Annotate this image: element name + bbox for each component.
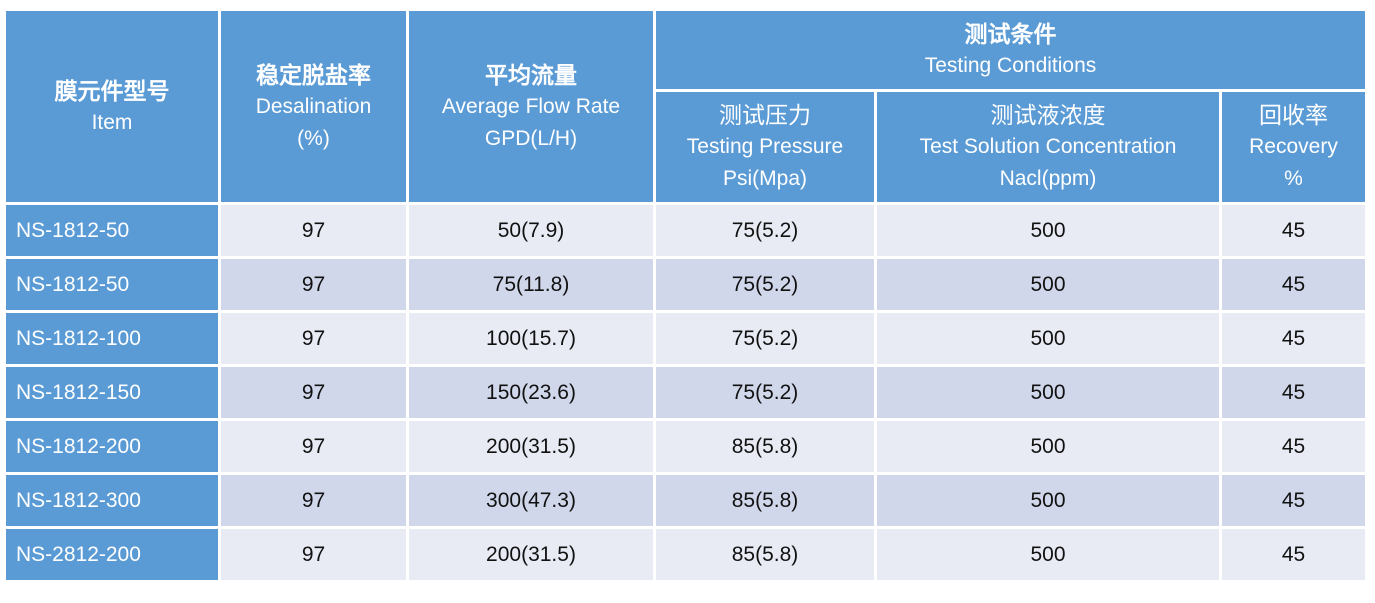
cell-pressure: 75(5.2) <box>656 367 874 418</box>
cell-desalination: 97 <box>221 529 406 580</box>
table-header: 膜元件型号 Item 稳定脱盐率 Desalination (%) 平均流量 A… <box>6 11 1365 202</box>
header-concentration-zh: 测试液浓度 <box>990 102 1106 128</box>
table-row: NS-1812-300 97 300(47.3) 85(5.8) 500 45 <box>6 475 1365 526</box>
cell-recovery: 45 <box>1222 205 1365 256</box>
cell-recovery: 45 <box>1222 259 1365 310</box>
header-flow: 平均流量 Average Flow Rate GPD(L/H) <box>409 11 653 202</box>
spec-table: 膜元件型号 Item 稳定脱盐率 Desalination (%) 平均流量 A… <box>3 8 1368 583</box>
cell-flow: 200(31.5) <box>409 529 653 580</box>
cell-item: NS-1812-50 <box>6 259 218 310</box>
header-pressure-en: Testing Pressure <box>686 135 844 158</box>
header-pressure: 测试压力 Testing Pressure Psi(Mpa) <box>656 92 874 202</box>
header-concentration-unit: Nacl(ppm) <box>999 167 1097 190</box>
cell-item: NS-1812-200 <box>6 421 218 472</box>
header-item-zh: 膜元件型号 <box>54 77 170 104</box>
header-flow-zh: 平均流量 <box>485 61 577 88</box>
cell-pressure: 85(5.8) <box>656 529 874 580</box>
cell-concentration: 500 <box>877 205 1219 256</box>
header-recovery-unit: % <box>1284 167 1303 190</box>
table-row: NS-1812-50 97 50(7.9) 75(5.2) 500 45 <box>6 205 1365 256</box>
cell-desalination: 97 <box>221 205 406 256</box>
cell-item: NS-1812-50 <box>6 205 218 256</box>
cell-desalination: 97 <box>221 421 406 472</box>
cell-flow: 100(15.7) <box>409 313 653 364</box>
cell-item: NS-1812-100 <box>6 313 218 364</box>
table-row: NS-1812-100 97 100(15.7) 75(5.2) 500 45 <box>6 313 1365 364</box>
cell-flow: 200(31.5) <box>409 421 653 472</box>
header-recovery-en: Recovery <box>1249 135 1338 158</box>
header-concentration-en: Test Solution Concentration <box>919 135 1177 158</box>
cell-concentration: 500 <box>877 475 1219 526</box>
cell-desalination: 97 <box>221 313 406 364</box>
cell-flow: 50(7.9) <box>409 205 653 256</box>
header-flow-en: Average Flow Rate <box>441 94 621 118</box>
cell-flow: 300(47.3) <box>409 475 653 526</box>
cell-desalination: 97 <box>221 259 406 310</box>
cell-concentration: 500 <box>877 421 1219 472</box>
header-concentration: 测试液浓度 Test Solution Concentration Nacl(p… <box>877 92 1219 202</box>
header-conditions-en: Testing Conditions <box>924 54 1097 77</box>
header-recovery-zh: 回收率 <box>1259 102 1328 128</box>
cell-pressure: 85(5.8) <box>656 475 874 526</box>
cell-pressure: 75(5.2) <box>656 313 874 364</box>
cell-concentration: 500 <box>877 367 1219 418</box>
header-pressure-zh: 测试压力 <box>719 102 811 128</box>
table-row: NS-1812-150 97 150(23.6) 75(5.2) 500 45 <box>6 367 1365 418</box>
cell-recovery: 45 <box>1222 421 1365 472</box>
header-item-en: Item <box>91 110 133 134</box>
header-desalination-zh: 稳定脱盐率 <box>256 61 371 88</box>
table-row: NS-1812-200 97 200(31.5) 85(5.8) 500 45 <box>6 421 1365 472</box>
cell-desalination: 97 <box>221 475 406 526</box>
cell-recovery: 45 <box>1222 367 1365 418</box>
header-desalination-unit: (%) <box>297 126 330 150</box>
header-desalination-en: Desalination <box>255 94 372 118</box>
cell-recovery: 45 <box>1222 475 1365 526</box>
cell-item: NS-2812-200 <box>6 529 218 580</box>
table-row: NS-2812-200 97 200(31.5) 85(5.8) 500 45 <box>6 529 1365 580</box>
cell-pressure: 85(5.8) <box>656 421 874 472</box>
header-desalination: 稳定脱盐率 Desalination (%) <box>221 11 406 202</box>
cell-concentration: 500 <box>877 259 1219 310</box>
cell-concentration: 500 <box>877 529 1219 580</box>
cell-pressure: 75(5.2) <box>656 205 874 256</box>
header-pressure-unit: Psi(Mpa) <box>722 167 807 190</box>
cell-desalination: 97 <box>221 367 406 418</box>
cell-flow: 150(23.6) <box>409 367 653 418</box>
header-flow-unit: GPD(L/H) <box>484 126 578 150</box>
cell-item: NS-1812-300 <box>6 475 218 526</box>
cell-item: NS-1812-150 <box>6 367 218 418</box>
cell-flow: 75(11.8) <box>409 259 653 310</box>
cell-concentration: 500 <box>877 313 1219 364</box>
header-conditions: 测试条件 Testing Conditions <box>656 11 1365 89</box>
cell-recovery: 45 <box>1222 529 1365 580</box>
header-recovery: 回收率 Recovery % <box>1222 92 1365 202</box>
header-item: 膜元件型号 Item <box>6 11 218 202</box>
table-row: NS-1812-50 97 75(11.8) 75(5.2) 500 45 <box>6 259 1365 310</box>
cell-pressure: 75(5.2) <box>656 259 874 310</box>
table-body: NS-1812-50 97 50(7.9) 75(5.2) 500 45 NS-… <box>6 205 1365 580</box>
cell-recovery: 45 <box>1222 313 1365 364</box>
header-conditions-zh: 测试条件 <box>964 21 1057 47</box>
